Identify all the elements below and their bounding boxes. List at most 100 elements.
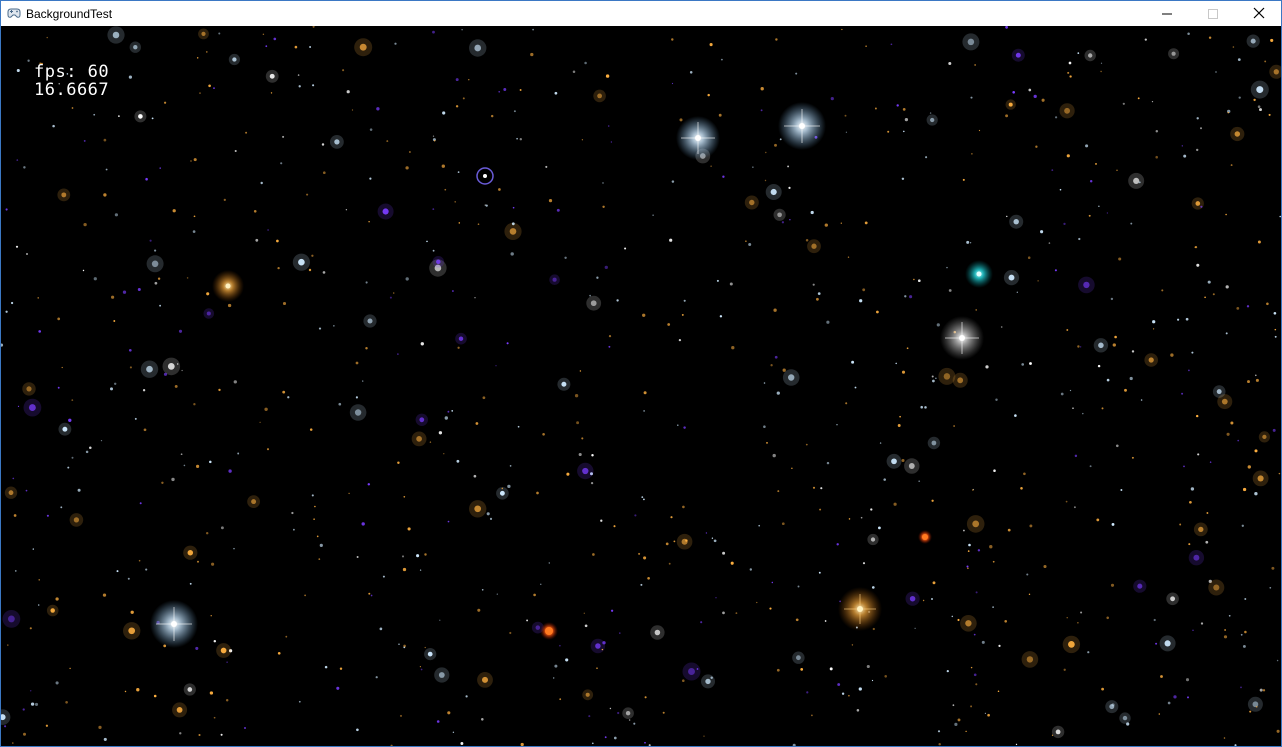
star [498,188,501,191]
star [262,33,265,36]
star [1120,489,1123,491]
star [1112,343,1116,347]
star [177,363,179,365]
star [420,668,423,671]
star [1196,117,1199,120]
star [700,621,703,624]
star [1059,188,1062,191]
star [729,282,733,286]
star [771,581,774,584]
star [499,490,505,496]
star [145,177,148,181]
star [922,599,925,602]
star [845,402,848,405]
star [1276,659,1279,662]
star [819,508,822,511]
star [1257,475,1264,482]
star [1257,105,1261,108]
star [837,683,841,686]
close-button[interactable] [1236,1,1281,26]
star [206,292,210,296]
star [102,593,107,597]
star [232,57,237,62]
star [23,732,26,736]
star [308,268,312,272]
star-glow [2,610,21,628]
star [1096,518,1100,522]
bright-star [918,530,932,544]
star [851,360,855,364]
star [512,206,515,209]
title-bar[interactable]: BackgroundTest [1,1,1281,26]
star [972,489,974,491]
star [180,453,183,456]
star [643,391,647,395]
star [862,562,866,565]
star [1016,291,1018,293]
star [447,520,450,523]
star [931,375,934,378]
star [1230,421,1234,425]
star [930,597,934,601]
star [772,453,776,458]
star [948,289,952,292]
star [554,91,558,95]
star [1191,351,1194,354]
star [1212,293,1215,296]
star [1012,91,1015,94]
star [1066,329,1069,331]
star [711,537,714,539]
star [1240,686,1242,689]
star [1131,456,1134,459]
star [16,159,19,161]
star [909,595,916,602]
star-glow [1,709,11,725]
star [456,459,460,463]
star [447,711,451,715]
star [1054,116,1058,119]
star [764,179,767,182]
star [475,422,479,425]
star [218,388,221,392]
render-viewport[interactable]: fps: 60 16.6667 [1,26,1281,746]
star [561,381,567,387]
star [943,373,951,380]
star [1028,593,1031,595]
star [642,313,646,317]
star [1183,465,1185,468]
star [584,624,588,628]
star [481,588,484,591]
star [1208,579,1212,584]
star [461,29,463,31]
star [309,46,312,48]
star [458,222,461,224]
bright-star [212,270,244,302]
star [1256,86,1264,94]
star [196,57,199,59]
star [130,610,134,614]
star [1206,512,1209,514]
star [93,277,97,281]
star [189,582,192,585]
star [643,556,647,560]
star [998,644,1001,648]
star [1005,26,1008,29]
star [316,535,319,538]
star [348,492,350,495]
minimize-button[interactable] [1144,1,1190,26]
star [298,700,301,703]
star [1186,696,1190,699]
star [1073,506,1076,509]
star [62,426,68,432]
star [369,128,373,131]
star [37,604,40,606]
star [1109,704,1115,710]
star [1078,237,1081,241]
star [139,502,142,505]
star [829,667,833,671]
star [297,74,300,76]
star [1244,598,1247,600]
maximize-button[interactable] [1190,1,1236,26]
star [948,61,952,66]
star [647,576,650,580]
